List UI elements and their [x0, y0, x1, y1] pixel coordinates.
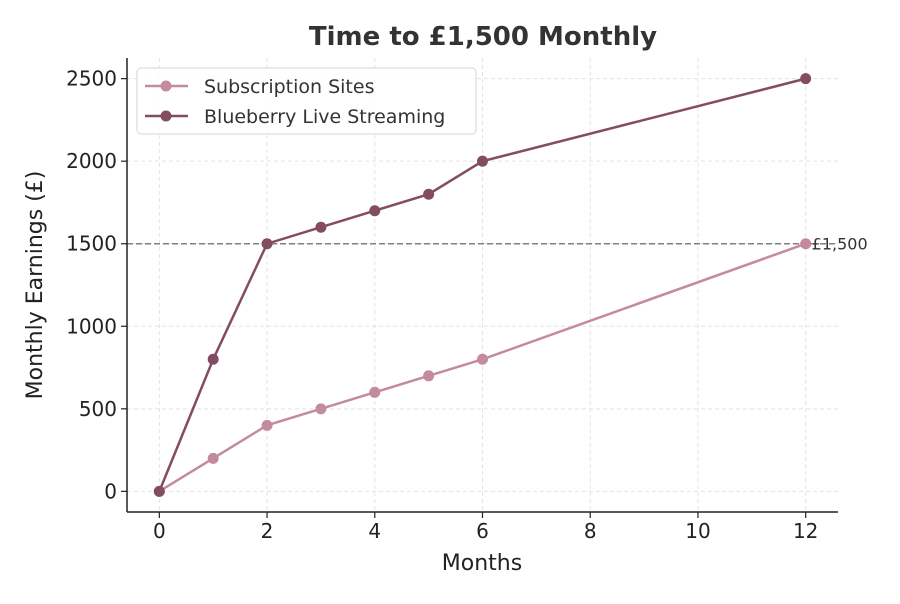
y-tick-label: 2000 — [66, 149, 117, 173]
x-tick-label: 4 — [368, 519, 381, 543]
data-point — [423, 188, 435, 200]
legend-marker-0 — [160, 80, 172, 92]
reference-line-label: £1,500 — [812, 235, 868, 254]
x-tick-label: 8 — [584, 519, 597, 543]
legend-label: Blueberry Live Streaming — [204, 106, 445, 128]
grid — [127, 58, 838, 512]
x-tick-label: 12 — [793, 519, 818, 543]
data-point — [800, 238, 812, 250]
data-point — [207, 353, 219, 365]
data-point — [207, 452, 219, 464]
x-axis-label: Months — [442, 551, 522, 576]
legend: Subscription Sites Blueberry Live Streami… — [136, 67, 477, 135]
data-point — [423, 370, 435, 382]
data-point — [800, 73, 812, 85]
series-line-1 — [158, 77, 806, 492]
y-tick-label: 0 — [104, 479, 117, 503]
data-point — [369, 386, 381, 398]
data-point — [315, 221, 327, 233]
axes: 0 2 4 6 8 10 12 0 500 1000 1500 2000 2500 — [66, 58, 838, 543]
legend-marker-1 — [160, 110, 172, 122]
reference-line: £1,500 — [127, 235, 868, 254]
x-tick-label: 6 — [476, 519, 489, 543]
y-tick-label: 1500 — [66, 232, 117, 256]
data-point — [261, 238, 273, 250]
data-point — [369, 205, 381, 217]
y-axis-label: Monthly Earnings (£) — [23, 171, 48, 400]
data-point — [477, 155, 488, 167]
chart-title: Time to £1,500 Monthly — [309, 22, 657, 52]
legend-label: Subscription Sites — [204, 76, 374, 98]
data-point — [261, 419, 273, 431]
series-line-0 — [158, 242, 807, 493]
x-tick-label: 2 — [261, 519, 274, 543]
y-tick-label: 2500 — [66, 67, 117, 91]
x-tick-label: 0 — [153, 519, 166, 543]
legend-box — [136, 67, 477, 135]
data-point — [477, 353, 488, 365]
series-group — [153, 73, 812, 497]
y-tick-label: 500 — [79, 397, 117, 421]
data-point — [315, 403, 327, 415]
x-tick-label: 10 — [685, 519, 710, 543]
data-point — [153, 485, 165, 497]
y-tick-label: 1000 — [66, 314, 117, 338]
